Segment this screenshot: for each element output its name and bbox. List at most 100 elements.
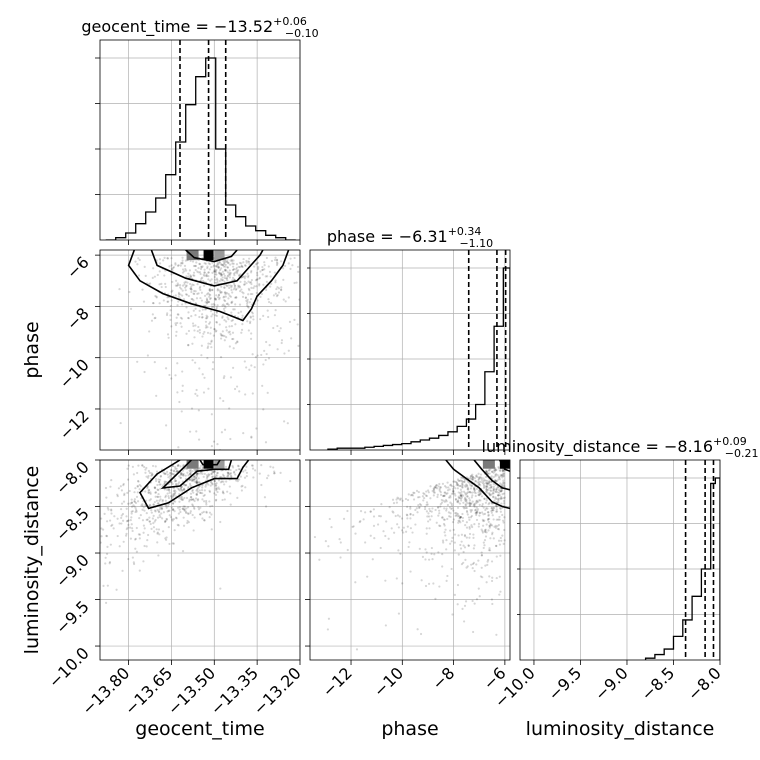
sample-point (238, 265, 242, 269)
sample-point (233, 285, 237, 288)
sample-point (225, 320, 228, 323)
sample-point (468, 525, 471, 529)
sample-point (451, 521, 455, 524)
sample-point (167, 487, 171, 491)
sample-point (223, 339, 226, 342)
sample-point (173, 529, 176, 532)
sample-point (225, 277, 228, 280)
sample-point (183, 509, 186, 512)
sample-point (438, 512, 441, 515)
scatter-geocent-time-vs-phase (95, 249, 318, 455)
sample-point (182, 474, 185, 477)
sample-point (172, 495, 175, 498)
sample-point (223, 299, 226, 302)
sample-point (193, 478, 196, 481)
sample-point (466, 495, 469, 498)
sample-point (159, 487, 162, 490)
sample-point (152, 514, 155, 517)
sample-point (54, 586, 56, 588)
sample-point (215, 482, 218, 485)
sample-point (369, 510, 372, 513)
sample-point (206, 345, 210, 348)
sample-point (432, 582, 435, 585)
sample-point (166, 312, 169, 315)
sample-point (170, 506, 173, 509)
sample-point (257, 267, 260, 270)
sample-point (425, 510, 429, 513)
sample-point (463, 507, 466, 510)
sample-point (250, 269, 253, 273)
sample-point (233, 286, 236, 289)
sample-point (418, 502, 422, 506)
sample-point (486, 507, 489, 510)
sample-point (215, 320, 218, 324)
sample-point (197, 481, 200, 484)
sample-point (488, 524, 491, 528)
sample-point (189, 287, 192, 290)
sample-point (212, 470, 215, 474)
sample-point (251, 312, 254, 315)
sample-point (249, 316, 252, 319)
sample-point (119, 485, 122, 488)
sample-point (497, 498, 500, 501)
sample-point (243, 283, 246, 286)
sample-point (481, 504, 484, 507)
panel-frame (309, 459, 511, 661)
sample-point (133, 498, 136, 501)
sample-point (494, 480, 498, 483)
sample-point (143, 465, 146, 469)
sample-point (354, 581, 357, 584)
sample-point (471, 478, 475, 481)
sample-point (119, 421, 122, 425)
sample-point (192, 475, 195, 479)
sample-point (187, 474, 190, 477)
sample-point (245, 366, 248, 369)
sample-point (192, 478, 196, 481)
sample-point (279, 542, 281, 544)
sample-point (395, 498, 398, 501)
sample-point (488, 481, 491, 484)
sample-point (164, 537, 167, 540)
sample-point (228, 273, 231, 276)
sample-point (190, 476, 193, 480)
sample-point (178, 508, 181, 511)
sample-point (495, 518, 498, 521)
sample-point (494, 497, 497, 500)
sample-point (221, 264, 224, 267)
sample-point (443, 485, 447, 488)
panel-content (105, 40, 296, 240)
sample-point (396, 523, 399, 526)
panel-content (644, 460, 720, 660)
sample-point (187, 344, 190, 347)
sample-point (221, 498, 224, 502)
sample-point (174, 322, 177, 325)
sample-point (221, 330, 224, 333)
sample-point (464, 506, 467, 509)
sample-point (195, 481, 198, 484)
sample-point (297, 270, 300, 273)
sample-point (482, 482, 485, 485)
sample-point (452, 492, 455, 495)
sample-point (56, 640, 58, 642)
sample-point (214, 270, 217, 273)
sample-point (176, 283, 180, 287)
sample-point (471, 494, 474, 497)
sample-point (207, 292, 210, 295)
sample-point (316, 277, 318, 279)
sample-point (474, 502, 477, 505)
sample-point (384, 534, 387, 538)
sample-point (195, 297, 199, 300)
sample-point (418, 506, 421, 510)
sample-point (228, 330, 231, 333)
sample-point (459, 547, 463, 550)
sample-point (464, 485, 467, 488)
sample-point (224, 268, 227, 271)
sample-point (214, 297, 217, 300)
sample-point (450, 567, 453, 571)
sample-point (158, 283, 161, 286)
sample-point (176, 464, 179, 468)
sample-point (466, 513, 469, 516)
sample-point (137, 464, 140, 467)
sample-point (479, 499, 482, 502)
sample-point (209, 342, 212, 345)
